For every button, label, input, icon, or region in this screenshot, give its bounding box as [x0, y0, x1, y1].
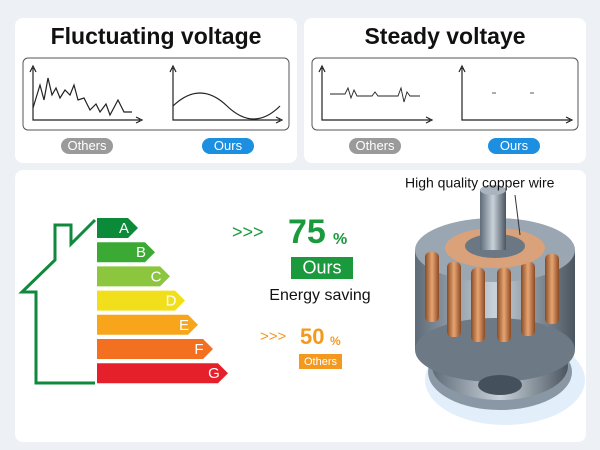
percent: 75	[288, 213, 326, 251]
arrows: >>>	[232, 222, 264, 242]
energy-bar	[97, 218, 138, 238]
energy-bar	[97, 339, 213, 359]
energy-bar	[97, 314, 198, 335]
waveform	[318, 64, 574, 124]
pill-label: Others	[67, 138, 107, 153]
percent: 50	[300, 324, 324, 349]
label-box	[291, 257, 353, 279]
caption: Energy saving	[269, 287, 370, 304]
label-box	[299, 354, 342, 369]
pill	[61, 138, 113, 154]
waveform	[29, 64, 284, 124]
arrows: >>>	[260, 328, 287, 345]
grade-label: B	[136, 244, 146, 261]
pill	[349, 138, 401, 154]
grade-label: F	[194, 341, 203, 358]
card-title: Steady voltaye	[364, 23, 525, 49]
energy-bar	[97, 242, 155, 263]
callout: High quality copper wire	[405, 175, 555, 191]
grade-label: E	[179, 317, 189, 334]
percent-sign: %	[333, 231, 347, 248]
label: Others	[304, 356, 338, 368]
house-outline	[18, 218, 97, 385]
percent-sign: %	[330, 334, 341, 348]
pill	[202, 138, 254, 154]
diagram-box	[22, 57, 290, 131]
diagram-box	[311, 57, 579, 131]
motor-illustration	[415, 185, 585, 425]
card-title: Fluctuating voltage	[51, 23, 262, 49]
pill-label: Ours	[500, 138, 529, 153]
grade-label: G	[208, 365, 220, 382]
energy-bar	[97, 266, 170, 287]
label: Ours	[302, 257, 341, 277]
grade-label: A	[119, 220, 129, 237]
energy-bar	[97, 363, 228, 384]
energy-bar	[97, 290, 185, 311]
pill	[488, 138, 540, 154]
pill-label: Ours	[214, 138, 243, 153]
grade-label: D	[166, 293, 177, 310]
pill-label: Others	[355, 138, 395, 153]
grade-label: C	[151, 268, 162, 285]
